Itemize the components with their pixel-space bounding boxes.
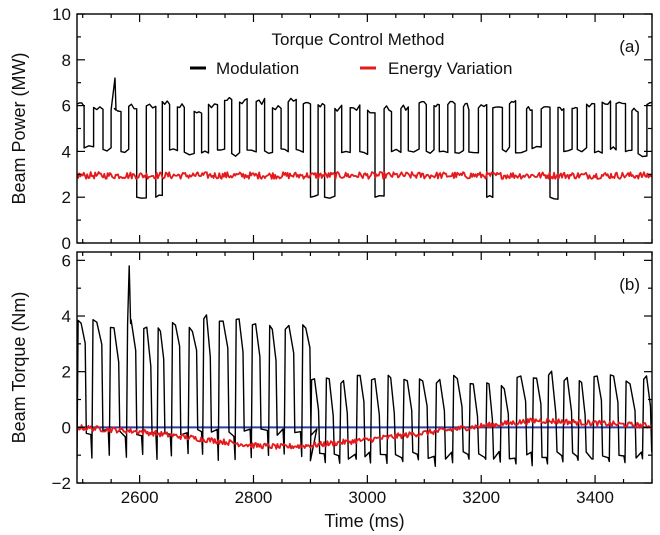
- series-line-energy-variation: [77, 171, 652, 180]
- plot-area: [77, 265, 652, 467]
- x-tick-label: 3000: [348, 488, 386, 507]
- y-axis-label: Beam Torque (Nm): [9, 292, 29, 444]
- panel-label: (b): [619, 275, 640, 294]
- y-tick-label: 4: [62, 142, 71, 161]
- panel-b: −2 0 2 4 6 2600 2800 3000 3200 3400 Beam Torque (N…: [9, 251, 653, 531]
- series-line-modulation: [77, 77, 652, 200]
- x-tick-label: 2600: [121, 488, 159, 507]
- x-axis-label: Time (ms): [324, 511, 404, 531]
- y-tick-label: 0: [62, 234, 71, 253]
- series-line-energy-variation: [77, 417, 652, 450]
- y-tick-label: −2: [52, 474, 71, 493]
- y-tick-label: 6: [62, 251, 71, 270]
- y-axis-label: Beam Power (MW): [9, 52, 29, 204]
- series-line-modulation: [77, 265, 652, 467]
- legend-label-modulation: Modulation: [216, 59, 299, 78]
- y-tick-label: 4: [62, 307, 71, 326]
- y-tick-label: 0: [62, 418, 71, 437]
- x-tick-label: 3400: [576, 488, 614, 507]
- legend-label-energy-variation: Energy Variation: [388, 59, 512, 78]
- y-tick-label: 6: [62, 97, 71, 116]
- y-tick-label: 8: [62, 51, 71, 70]
- x-tick-label: 3200: [462, 488, 500, 507]
- panel-label: (a): [619, 37, 640, 56]
- y-tick-label: 10: [52, 5, 71, 24]
- x-tick-label: 2800: [235, 488, 273, 507]
- y-tick-label: 2: [62, 363, 71, 382]
- panel-a: 0 2 4 6 8 10 Beam Power (MW) (a) Torque Control …: [9, 5, 653, 253]
- legend-title: Torque Control Method: [272, 30, 445, 49]
- plot-frame: [76, 251, 653, 484]
- y-tick-label: 2: [62, 188, 71, 207]
- plot-area: [77, 77, 652, 200]
